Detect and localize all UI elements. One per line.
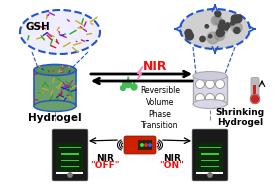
Ellipse shape bbox=[180, 9, 250, 49]
Bar bbox=[201, 166, 219, 167]
Circle shape bbox=[224, 26, 228, 30]
Text: "ON": "ON" bbox=[160, 161, 184, 170]
Ellipse shape bbox=[34, 101, 76, 112]
Circle shape bbox=[195, 94, 205, 102]
Bar bbox=[61, 160, 79, 161]
Bar bbox=[56, 143, 83, 172]
Circle shape bbox=[216, 29, 224, 37]
Circle shape bbox=[214, 16, 222, 24]
Polygon shape bbox=[137, 66, 143, 79]
Circle shape bbox=[207, 32, 219, 44]
Circle shape bbox=[185, 29, 192, 36]
Circle shape bbox=[217, 23, 228, 34]
Text: Reversible
Volume
Phase
Transition: Reversible Volume Phase Transition bbox=[140, 86, 180, 130]
Text: NIR: NIR bbox=[96, 154, 114, 163]
Ellipse shape bbox=[20, 10, 100, 54]
Circle shape bbox=[225, 23, 230, 28]
FancyBboxPatch shape bbox=[34, 70, 76, 106]
Circle shape bbox=[232, 15, 237, 21]
Bar bbox=[197, 143, 224, 172]
Ellipse shape bbox=[193, 71, 227, 81]
Circle shape bbox=[215, 12, 218, 15]
Bar bbox=[61, 166, 79, 167]
Circle shape bbox=[232, 22, 242, 33]
Circle shape bbox=[217, 29, 224, 36]
Circle shape bbox=[149, 144, 151, 146]
Circle shape bbox=[219, 22, 226, 30]
FancyBboxPatch shape bbox=[251, 77, 259, 101]
Circle shape bbox=[220, 20, 225, 25]
Circle shape bbox=[211, 16, 220, 25]
Circle shape bbox=[234, 27, 240, 33]
Circle shape bbox=[215, 30, 225, 40]
Circle shape bbox=[234, 15, 242, 22]
Text: "OFF": "OFF" bbox=[90, 161, 120, 170]
FancyBboxPatch shape bbox=[193, 76, 227, 104]
Circle shape bbox=[231, 15, 239, 23]
Bar bbox=[199, 147, 221, 148]
FancyBboxPatch shape bbox=[124, 136, 156, 154]
Circle shape bbox=[68, 173, 72, 177]
Bar bbox=[197, 172, 224, 174]
Circle shape bbox=[186, 32, 193, 40]
Circle shape bbox=[250, 94, 259, 104]
Circle shape bbox=[195, 80, 205, 88]
Bar bbox=[138, 140, 152, 150]
Bar bbox=[59, 147, 81, 148]
Text: NIR: NIR bbox=[143, 60, 167, 74]
Bar bbox=[201, 160, 219, 161]
Circle shape bbox=[208, 173, 212, 177]
Circle shape bbox=[141, 144, 143, 146]
Ellipse shape bbox=[34, 64, 76, 75]
Circle shape bbox=[145, 144, 147, 146]
Bar bbox=[61, 153, 79, 155]
Bar bbox=[56, 172, 83, 174]
Text: NIR: NIR bbox=[163, 154, 181, 163]
Bar bbox=[254, 85, 257, 97]
Text: Hydrogel: Hydrogel bbox=[28, 113, 82, 123]
Circle shape bbox=[215, 11, 221, 17]
FancyBboxPatch shape bbox=[52, 129, 88, 181]
Circle shape bbox=[200, 36, 205, 42]
Circle shape bbox=[120, 85, 125, 91]
Ellipse shape bbox=[193, 99, 227, 108]
Bar bbox=[201, 153, 219, 155]
Circle shape bbox=[208, 35, 212, 38]
Circle shape bbox=[205, 80, 215, 88]
Circle shape bbox=[215, 80, 225, 88]
Circle shape bbox=[238, 16, 241, 19]
Circle shape bbox=[125, 81, 131, 88]
Circle shape bbox=[231, 17, 238, 24]
Circle shape bbox=[231, 21, 234, 25]
Circle shape bbox=[215, 94, 225, 102]
Circle shape bbox=[131, 84, 137, 90]
Circle shape bbox=[205, 94, 215, 102]
Text: Shrinking
Hydrogel: Shrinking Hydrogel bbox=[215, 108, 265, 127]
FancyBboxPatch shape bbox=[192, 129, 228, 181]
Text: GSH: GSH bbox=[26, 22, 50, 32]
Circle shape bbox=[205, 25, 208, 28]
